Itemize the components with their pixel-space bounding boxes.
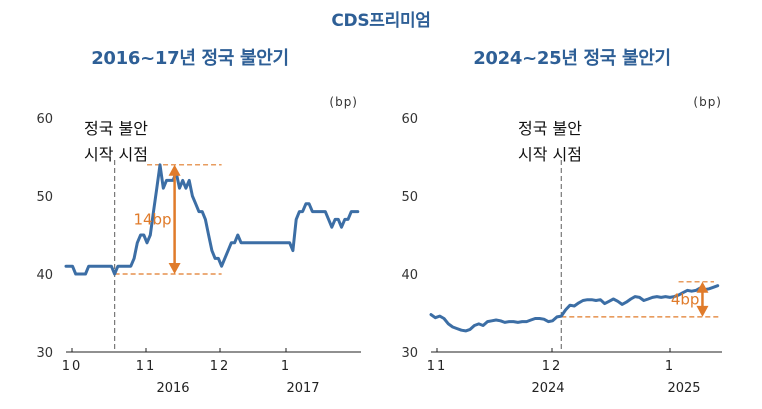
- range-arrow-down-head: [696, 305, 709, 317]
- figure-title: CDS프리미엄: [331, 11, 431, 31]
- x-month-label: 12: [542, 359, 563, 374]
- x-year-label: 2017: [286, 381, 319, 396]
- y-tick-label: 50: [36, 190, 53, 205]
- x-year-label: 2016: [156, 381, 189, 396]
- y-tick-label: 30: [401, 346, 418, 361]
- range-arrow-up-head: [168, 164, 181, 176]
- y-tick-label: 40: [36, 268, 53, 283]
- cds-series-line: [64, 163, 360, 276]
- event-annotation-line: 시작 시점: [84, 145, 148, 164]
- range-label: 4bp: [671, 290, 700, 308]
- event-annotation-line: 정국 불안: [518, 119, 582, 138]
- x-month-label: 1: [281, 359, 291, 374]
- x-year-label: 2024: [531, 381, 564, 396]
- range-arrow-up-head: [696, 281, 709, 293]
- unit-label: (bp): [693, 95, 722, 109]
- y-tick-label: 40: [401, 268, 418, 283]
- x-month-label: 11: [427, 359, 448, 374]
- x-month-label: 11: [136, 359, 157, 374]
- y-tick-label: 30: [36, 346, 53, 361]
- event-annotation-line: 시작 시점: [518, 145, 582, 164]
- range-arrow-down-head: [168, 263, 181, 274]
- x-month-label: 12: [210, 359, 231, 374]
- y-tick-label: 50: [401, 190, 418, 205]
- y-tick-label: 60: [401, 112, 418, 127]
- right-panel-title: 2024~25년 정국 불안기: [473, 48, 671, 69]
- event-annotation-line: 정국 불안: [84, 119, 148, 138]
- x-month-label: 1: [665, 359, 675, 374]
- y-tick-label: 60: [36, 112, 53, 127]
- cds-series-line: [429, 284, 720, 333]
- x-year-label: 2025: [667, 381, 700, 396]
- range-label: 14bp: [133, 210, 171, 228]
- unit-label: (bp): [329, 95, 358, 109]
- x-month-label: 10: [62, 359, 83, 374]
- left-panel-title: 2016~17년 정국 불안기: [91, 48, 289, 69]
